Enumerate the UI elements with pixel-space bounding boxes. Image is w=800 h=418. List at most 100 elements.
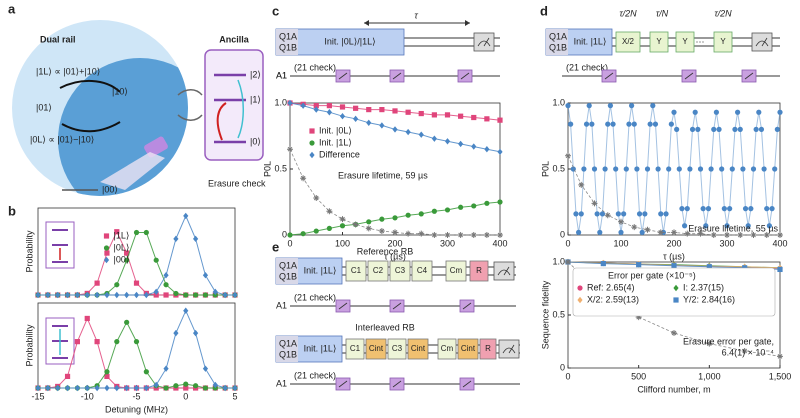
- marker: [761, 166, 767, 172]
- series-line: [567, 105, 781, 233]
- marker: [163, 272, 169, 279]
- marker: [766, 223, 773, 229]
- gate-label: C2: [373, 266, 384, 275]
- marker: [706, 264, 712, 270]
- coupling-arrow: [59, 79, 121, 93]
- marker: [777, 266, 783, 273]
- marker: [621, 211, 627, 217]
- y-axis-label: Sequence fidelity: [540, 280, 550, 349]
- qubit-label: Q1A: [279, 31, 297, 41]
- marker: [326, 109, 332, 116]
- marker: [124, 319, 130, 325]
- marker: [483, 232, 490, 238]
- marker: [471, 143, 477, 150]
- meter: [338, 72, 348, 80]
- timing-label: τ/2N: [619, 8, 637, 18]
- marker: [724, 232, 730, 238]
- x-tick-label: 1,000: [698, 371, 721, 381]
- marker: [352, 221, 359, 228]
- label: |2⟩: [250, 69, 261, 79]
- qubit-label: Q1A: [279, 260, 297, 270]
- legend-label: I: 2.37(15): [683, 282, 724, 292]
- marker: [55, 291, 61, 299]
- marker: [104, 373, 110, 380]
- marker: [74, 339, 80, 345]
- qubit-label-box: [546, 29, 568, 55]
- marker: [153, 257, 159, 263]
- marker: [742, 206, 749, 212]
- x-tick-label: 200: [387, 238, 402, 248]
- marker: [668, 121, 674, 127]
- marker: [339, 216, 346, 223]
- marker: [163, 385, 169, 391]
- marker: [578, 181, 585, 188]
- marker: [577, 296, 583, 304]
- marker: [671, 229, 677, 236]
- marker: [339, 223, 346, 229]
- marker: [763, 232, 770, 238]
- marker: [444, 112, 451, 118]
- marker: [124, 384, 130, 392]
- marker: [339, 113, 346, 120]
- marker: [418, 131, 424, 138]
- y-tick-label: 0.5: [274, 163, 287, 173]
- marker: [756, 109, 762, 115]
- meter: [392, 380, 402, 388]
- label: |0L⟩ ∝ |01⟩−|10⟩: [30, 134, 94, 144]
- marker: [615, 211, 621, 217]
- marker: [173, 329, 179, 337]
- legend-label: |0L⟩: [114, 242, 130, 252]
- marker: [576, 229, 582, 235]
- marker: [133, 229, 140, 236]
- marker: [183, 212, 189, 220]
- marker: [577, 285, 583, 291]
- marker: [287, 232, 293, 238]
- marker: [497, 199, 503, 205]
- marker: [658, 211, 664, 217]
- x-tick-label: -15: [31, 391, 44, 401]
- label: Dual rail: [40, 34, 76, 44]
- gate: [407, 338, 429, 360]
- marker: [143, 369, 149, 375]
- x-tick-label: 0: [565, 371, 570, 381]
- marker: [610, 121, 616, 127]
- marker: [497, 232, 503, 238]
- annotation: Erasure lifetime, 55 µs: [688, 223, 778, 233]
- marker: [697, 166, 704, 172]
- marker: [202, 272, 209, 279]
- y-tick-label: 0: [560, 229, 565, 239]
- y-tick-label: 0.5: [552, 309, 565, 319]
- marker: [418, 211, 424, 217]
- marker: [708, 166, 714, 172]
- marker: [64, 384, 71, 392]
- marker: [639, 229, 645, 235]
- marker: [103, 245, 110, 251]
- label: τ: [414, 10, 418, 20]
- marker: [444, 207, 451, 213]
- marker: [405, 230, 412, 237]
- marker: [636, 262, 642, 268]
- timing-label: τ/2N: [714, 8, 732, 18]
- marker: [94, 384, 100, 392]
- marker: [695, 126, 701, 132]
- gate-label: Cint: [411, 344, 426, 353]
- marker: [378, 228, 385, 235]
- gate-label: Y: [720, 37, 726, 46]
- marker: [124, 250, 130, 256]
- marker: [222, 384, 228, 392]
- marker: [711, 126, 717, 132]
- gate-label: C3: [395, 266, 406, 275]
- check-label: (21 check): [294, 370, 336, 380]
- marker: [497, 117, 503, 123]
- marker: [713, 109, 720, 115]
- marker: [737, 126, 743, 132]
- marker: [673, 284, 679, 292]
- meter: [744, 72, 754, 80]
- meter: [462, 380, 472, 388]
- marker: [586, 103, 592, 109]
- y-tick-label: 1.0: [552, 97, 565, 107]
- marker: [133, 384, 140, 392]
- marker: [573, 211, 579, 217]
- marker: [605, 121, 611, 127]
- label: |0⟩: [250, 136, 261, 146]
